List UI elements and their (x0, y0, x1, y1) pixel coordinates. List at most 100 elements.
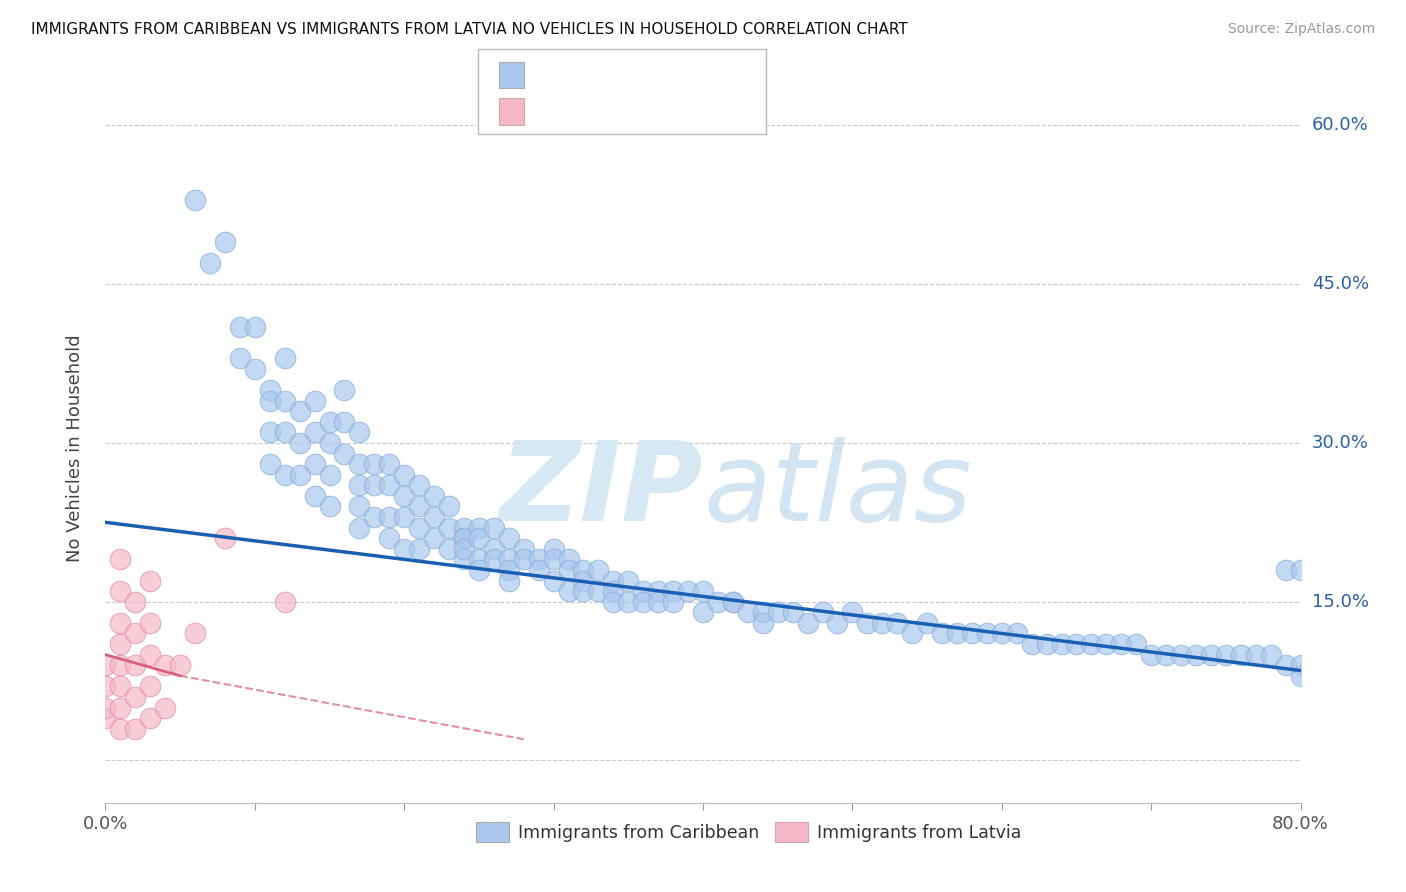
Point (588, 563, 610, 577)
Point (139, 648, 162, 662)
Point (273, 351, 295, 366)
Point (394, 541, 416, 556)
Point (1111, 637, 1133, 651)
Point (1154, 648, 1177, 662)
Point (676, 584, 699, 599)
Point (110, 679, 132, 693)
Point (214, 531, 236, 545)
Text: Source: ZipAtlas.com: Source: ZipAtlas.com (1227, 22, 1375, 37)
Point (349, 425, 371, 440)
Point (304, 489, 326, 503)
Point (110, 552, 132, 566)
Point (304, 425, 326, 440)
Point (229, 351, 252, 366)
Point (273, 467, 295, 482)
Point (1289, 658, 1312, 673)
Point (602, 595, 624, 609)
Point (557, 552, 579, 566)
Point (139, 615, 162, 630)
Point (408, 500, 430, 514)
Point (782, 605, 804, 619)
Point (931, 626, 953, 640)
Point (94, 679, 117, 693)
Point (243, 362, 266, 376)
Point (110, 637, 132, 651)
Point (169, 658, 191, 673)
Point (468, 563, 491, 577)
Point (198, 256, 221, 270)
Text: 45.0%: 45.0% (1312, 275, 1369, 293)
Point (513, 552, 536, 566)
Point (976, 626, 998, 640)
Point (394, 510, 416, 524)
Point (155, 700, 177, 714)
Point (1289, 563, 1312, 577)
Point (318, 500, 340, 514)
Point (662, 595, 685, 609)
Point (543, 574, 565, 588)
Point (214, 235, 236, 249)
Point (408, 478, 430, 492)
Point (901, 626, 924, 640)
Point (363, 457, 385, 471)
Point (333, 415, 356, 429)
Text: Immigrants from Caribbean: Immigrants from Caribbean (517, 823, 759, 841)
Y-axis label: No Vehicles in Household: No Vehicles in Household (66, 334, 84, 562)
Point (527, 563, 550, 577)
Point (482, 552, 505, 566)
Point (437, 500, 460, 514)
Point (259, 383, 281, 397)
Point (273, 425, 295, 440)
FancyBboxPatch shape (775, 822, 808, 842)
Point (349, 520, 371, 534)
Point (1005, 626, 1028, 640)
Point (482, 520, 505, 534)
Point (990, 626, 1012, 640)
Point (408, 541, 430, 556)
Point (543, 541, 565, 556)
Point (617, 595, 640, 609)
Point (437, 520, 460, 534)
Point (602, 574, 624, 588)
Point (796, 615, 818, 630)
Point (453, 552, 475, 566)
Point (139, 679, 162, 693)
Point (915, 615, 938, 630)
Point (288, 436, 311, 450)
Point (1066, 637, 1088, 651)
Point (304, 457, 326, 471)
Point (557, 584, 579, 599)
Point (1140, 648, 1163, 662)
Point (124, 690, 146, 704)
Point (184, 193, 207, 207)
Point (468, 520, 491, 534)
Point (856, 615, 879, 630)
Point (841, 605, 863, 619)
Point (647, 595, 669, 609)
Point (602, 584, 624, 599)
Point (960, 626, 983, 640)
Point (1035, 637, 1057, 651)
Point (1050, 637, 1073, 651)
Point (259, 393, 281, 408)
Point (288, 404, 311, 418)
Point (423, 510, 446, 524)
Point (633, 584, 655, 599)
Point (572, 563, 595, 577)
Point (751, 605, 773, 619)
Text: R = -0.094   N =  28: R = -0.094 N = 28 (534, 102, 752, 120)
Point (437, 541, 460, 556)
Point (229, 319, 252, 334)
Point (572, 574, 595, 588)
Point (110, 584, 132, 599)
Point (110, 722, 132, 736)
Point (378, 531, 401, 545)
Point (468, 552, 491, 566)
Text: IMMIGRANTS FROM CARIBBEAN VS IMMIGRANTS FROM LATVIA NO VEHICLES IN HOUSEHOLD COR: IMMIGRANTS FROM CARIBBEAN VS IMMIGRANTS … (31, 22, 908, 37)
Point (1185, 648, 1208, 662)
Point (1274, 658, 1296, 673)
Point (827, 615, 849, 630)
Point (498, 563, 520, 577)
Point (184, 626, 207, 640)
Point (378, 510, 401, 524)
